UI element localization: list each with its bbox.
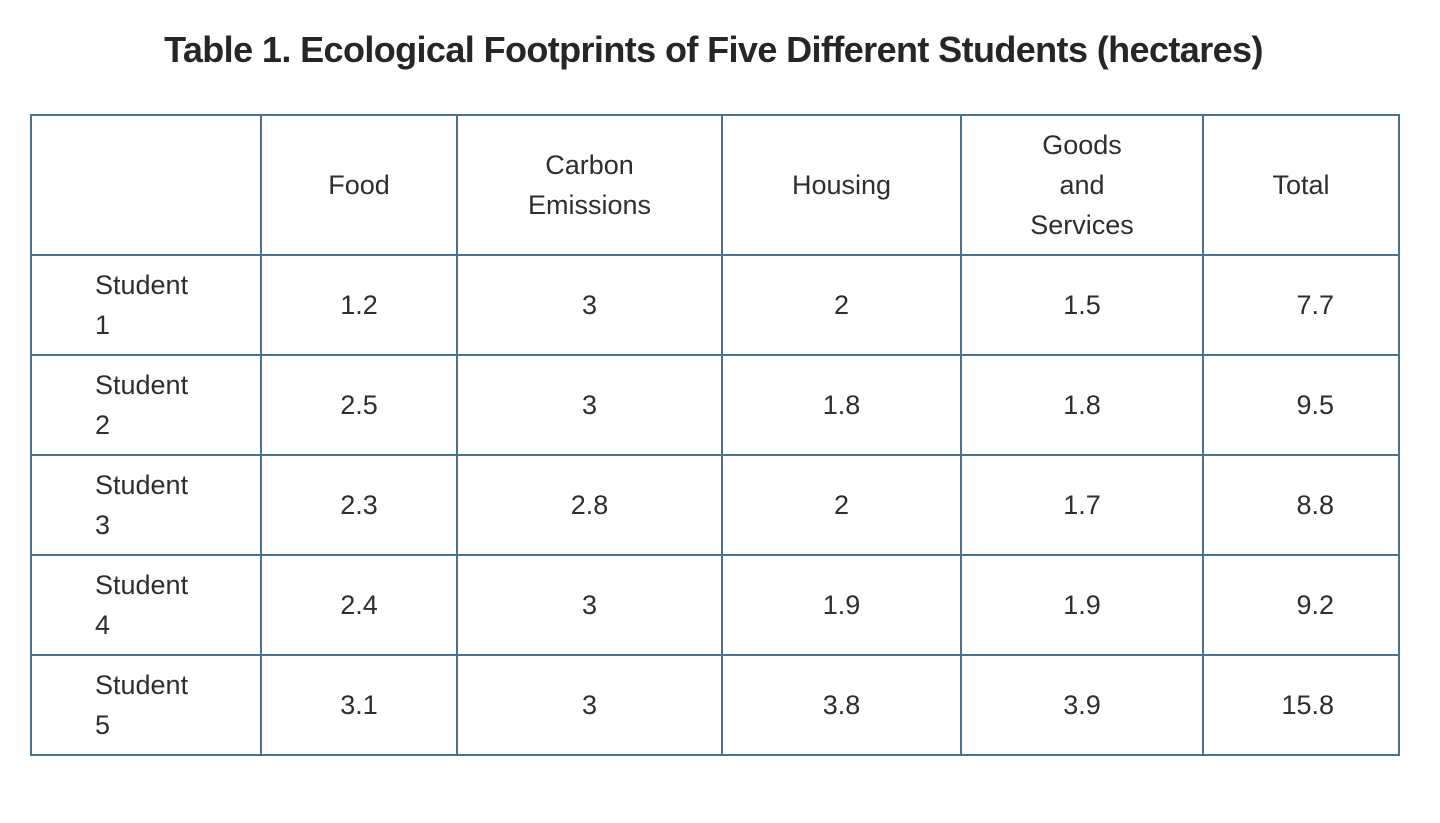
cell-total: 8.8 [1202, 454, 1400, 556]
cell-housing: 1.8 [721, 354, 962, 456]
row-label-cell: Student 1 [30, 254, 262, 356]
header-cell-empty [30, 114, 262, 256]
cell-goods-and-services: 1.9 [960, 554, 1204, 656]
cell-total: 7.7 [1202, 254, 1400, 356]
cell-carbon-emissions: 3 [456, 354, 723, 456]
cell-food: 3.1 [260, 654, 458, 756]
cell-housing: 3.8 [721, 654, 962, 756]
row-label-line: Student [95, 370, 189, 400]
header-carbon-line: Carbon [545, 150, 634, 180]
cell-goods-and-services: 1.8 [960, 354, 1204, 456]
cell-total: 9.5 [1202, 354, 1400, 456]
cell-total: 9.2 [1202, 554, 1400, 656]
cell-food: 2.5 [260, 354, 458, 456]
ecological-footprint-table: Food Carbon Emissions Housing Goods and … [30, 114, 1400, 756]
row-label-cell: Student 3 [30, 454, 262, 556]
table-row: Student 4 2.4 3 1.9 1.9 9.2 [30, 554, 1400, 656]
cell-food: 2.4 [260, 554, 458, 656]
cell-housing: 2 [721, 254, 962, 356]
header-goods-line: Goods [1042, 130, 1122, 160]
cell-housing: 2 [721, 454, 962, 556]
table-row: Student 3 2.3 2.8 2 1.7 8.8 [30, 454, 1400, 556]
cell-carbon-emissions: 3 [456, 254, 723, 356]
header-cell-carbon-emissions: Carbon Emissions [456, 114, 723, 256]
header-cell-total: Total [1202, 114, 1400, 256]
row-label-cell: Student 2 [30, 354, 262, 456]
cell-goods-and-services: 1.7 [960, 454, 1204, 556]
row-label-line: 2 [95, 410, 111, 440]
table-row: Student 5 3.1 3 3.8 3.9 15.8 [30, 654, 1400, 756]
table-title: Table 1. Ecological Footprints of Five D… [164, 29, 1263, 70]
header-cell-food: Food [260, 114, 458, 256]
row-label-line: 4 [95, 610, 111, 640]
row-label-line: 5 [95, 710, 111, 740]
header-cell-housing: Housing [721, 114, 962, 256]
cell-housing: 1.9 [721, 554, 962, 656]
row-label-line: Student [95, 670, 189, 700]
row-label-cell: Student 5 [30, 654, 262, 756]
row-label-line: Student [95, 270, 189, 300]
row-label-line: Student [95, 570, 189, 600]
table-row: Student 2 2.5 3 1.8 1.8 9.5 [30, 354, 1400, 456]
cell-carbon-emissions: 3 [456, 554, 723, 656]
cell-goods-and-services: 1.5 [960, 254, 1204, 356]
header-carbon-line: Emissions [527, 190, 652, 220]
header-total-line: Total [1272, 170, 1330, 200]
header-row: Food Carbon Emissions Housing Goods and … [30, 114, 1400, 256]
row-label-line: Student [95, 470, 189, 500]
header-food-line: Food [328, 170, 390, 200]
row-label-cell: Student 4 [30, 554, 262, 656]
header-goods-line: Services [1030, 210, 1134, 240]
cell-food: 2.3 [260, 454, 458, 556]
table-row: Student 1 1.2 3 2 1.5 7.7 [30, 254, 1400, 356]
header-goods-line: and [1059, 170, 1105, 200]
cell-food: 1.2 [260, 254, 458, 356]
header-cell-goods-and-services: Goods and Services [960, 114, 1204, 256]
row-label-line: 1 [95, 310, 111, 340]
cell-carbon-emissions: 2.8 [456, 454, 723, 556]
row-label-line: 3 [95, 510, 111, 540]
cell-goods-and-services: 3.9 [960, 654, 1204, 756]
header-housing-line: Housing [791, 170, 892, 200]
cell-carbon-emissions: 3 [456, 654, 723, 756]
cell-total: 15.8 [1202, 654, 1400, 756]
